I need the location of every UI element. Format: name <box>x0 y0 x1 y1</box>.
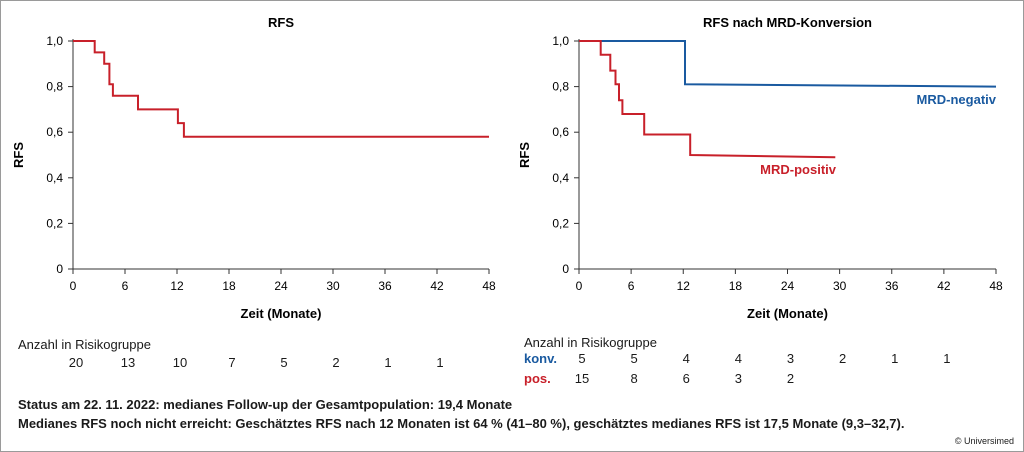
y-tick-label: 0,6 <box>552 125 569 139</box>
x-tick-label: 36 <box>378 279 392 293</box>
risk-count: 5 <box>630 351 638 366</box>
risk-count: 4 <box>682 351 690 366</box>
risk-row-label: konv. <box>524 351 557 366</box>
y-tick-label: 0,4 <box>46 171 63 185</box>
risk-count: 1 <box>943 351 951 366</box>
series-label: MRD-positiv <box>760 162 837 177</box>
y-tick-label: 0,2 <box>46 216 63 230</box>
footnote-status: Status am 22. 11. 2022: medianes Follow-… <box>18 397 513 412</box>
risk-count: 6 <box>682 371 690 386</box>
risk-count: 2 <box>332 355 340 370</box>
risk-count: 3 <box>786 351 795 366</box>
y-tick-label: 0,8 <box>552 80 569 94</box>
risk-count: 3 <box>734 371 742 386</box>
x-axis-label: Zeit (Monate) <box>747 306 828 321</box>
risk-count: 1 <box>384 355 392 370</box>
risk-count: 5 <box>280 355 288 370</box>
series-line <box>579 40 997 88</box>
y-axis-label: RFS <box>517 142 532 168</box>
x-tick-label: 30 <box>326 279 340 293</box>
x-tick-label: 48 <box>482 279 496 293</box>
y-tick-label: 0,8 <box>46 80 63 94</box>
chart-title: RFS nach MRD-Konversion <box>703 15 872 30</box>
series-line <box>73 40 489 138</box>
risk-count: 15 <box>574 371 590 386</box>
y-axis-label: RFS <box>11 142 26 168</box>
x-tick-label: 36 <box>885 279 899 293</box>
x-tick-label: 24 <box>781 279 795 293</box>
x-tick-label: 12 <box>170 279 184 293</box>
x-tick-label: 6 <box>628 279 635 293</box>
y-tick-label: 1,0 <box>46 34 63 48</box>
y-tick-label: 0,6 <box>46 125 63 139</box>
risk-count: 5 <box>578 351 586 366</box>
y-tick-label: 0,2 <box>552 216 569 230</box>
x-tick-label: 6 <box>122 279 129 293</box>
risk-count: 2 <box>786 371 795 386</box>
x-tick-label: 30 <box>833 279 847 293</box>
x-tick-label: 18 <box>729 279 743 293</box>
y-tick-label: 0 <box>56 262 63 276</box>
footnote-median: Medianes RFS noch nicht erreicht: Geschä… <box>18 416 905 431</box>
risk-count: 2 <box>839 351 847 366</box>
risk-count: 1 <box>436 355 444 370</box>
x-tick-label: 42 <box>430 279 444 293</box>
risk-count: 8 <box>630 371 638 386</box>
y-tick-label: 0 <box>562 262 569 276</box>
copyright: © Universimed <box>954 436 1014 446</box>
x-tick-label: 42 <box>937 279 951 293</box>
series-label: MRD-negativ <box>917 92 997 107</box>
risk-count: 7 <box>228 355 236 370</box>
x-tick-label: 18 <box>222 279 236 293</box>
risk-table-label: Anzahl in Risikogruppe <box>524 335 657 350</box>
x-tick-label: 24 <box>274 279 288 293</box>
chart-title: RFS <box>268 15 294 30</box>
y-tick-label: 1,0 <box>552 34 569 48</box>
risk-count: 20 <box>68 355 84 370</box>
x-tick-label: 0 <box>576 279 583 293</box>
risk-count: 10 <box>172 355 188 370</box>
x-tick-label: 48 <box>989 279 1003 293</box>
risk-table-label: Anzahl in Risikogruppe <box>18 337 151 352</box>
x-tick-label: 12 <box>677 279 691 293</box>
risk-count: 13 <box>120 355 136 370</box>
risk-count: 4 <box>734 351 742 366</box>
series-line <box>579 40 836 159</box>
y-tick-label: 0,4 <box>552 171 569 185</box>
risk-count: 1 <box>891 351 899 366</box>
x-axis-label: Zeit (Monate) <box>241 306 322 321</box>
x-tick-label: 0 <box>70 279 77 293</box>
risk-row-label: pos. <box>524 371 551 386</box>
